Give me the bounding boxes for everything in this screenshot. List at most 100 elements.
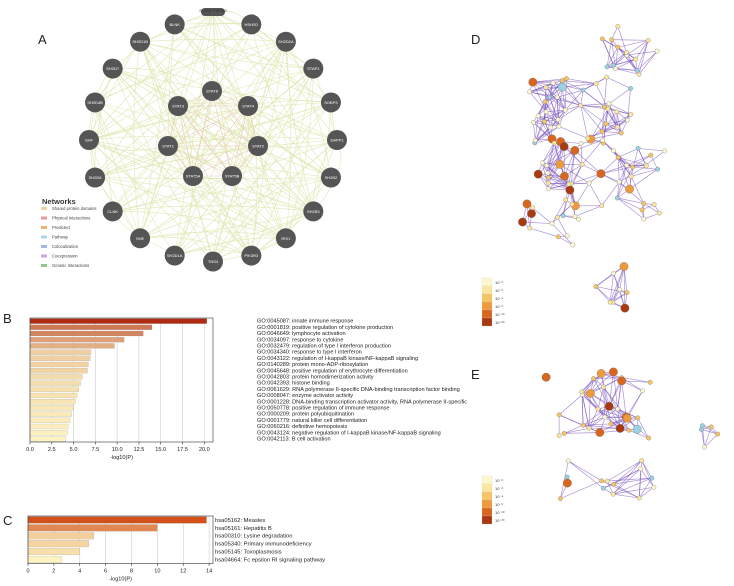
network-a-node <box>85 167 106 188</box>
network-a-node <box>102 58 123 79</box>
bar <box>27 524 158 532</box>
netD-edge <box>580 105 605 108</box>
network-a-edge <box>247 105 332 178</box>
netD-node <box>522 199 532 209</box>
netE-legend-label: 10⁻⁶ <box>495 502 504 507</box>
netE-edge <box>590 371 614 394</box>
network-a-node-label: STAT4 <box>242 104 255 109</box>
netD-edge <box>590 108 609 140</box>
network-a-edge <box>140 236 252 256</box>
bar <box>29 417 71 423</box>
netE-edge <box>603 386 618 410</box>
netD-node <box>565 185 575 195</box>
network-a-edge <box>112 175 233 212</box>
netE-node <box>595 406 601 412</box>
x-tick-label: 14 <box>206 568 212 574</box>
network-a-edge <box>94 11 214 103</box>
netD-edge <box>606 47 619 68</box>
bar <box>29 343 115 349</box>
netD-node <box>542 99 548 104</box>
bar-category-label: hsa05161: Hepatitis B <box>215 526 272 532</box>
network-a-edge <box>112 68 314 212</box>
network-a-node-label: CLNK <box>107 209 118 214</box>
netD-edge <box>549 96 581 106</box>
netE-edge <box>612 477 653 495</box>
netE-edge <box>568 460 602 482</box>
netD-legend-label: 10⁻²⁰ <box>495 320 505 325</box>
network-a-legend-label: Physical Interactions <box>52 216 90 221</box>
bar <box>27 548 80 556</box>
netD-node <box>548 124 554 130</box>
netD-node <box>611 270 616 276</box>
bar-category-label: GO:0061629: RNA polymerase II-specific D… <box>257 387 460 393</box>
netD-node <box>655 166 660 172</box>
netD-node <box>641 216 647 222</box>
netD-edge <box>626 40 649 56</box>
netE-node <box>561 431 567 436</box>
network-a-node <box>102 201 123 222</box>
network-a-edge <box>88 139 252 256</box>
netD-node <box>566 181 572 187</box>
netD-node <box>644 163 649 169</box>
network-e-legend: 10⁻² 10⁻³ 10⁻⁴ 10⁻⁶ 10⁻¹⁰ 10⁻²⁰ <box>481 475 505 525</box>
netE-node <box>563 478 572 488</box>
netE-edge <box>597 386 604 410</box>
bar-category-label: GO:0045648: positive regulation of eryth… <box>257 368 408 374</box>
network-a-edge <box>211 90 233 177</box>
netD-node <box>628 86 633 91</box>
netD-edge <box>609 273 614 303</box>
netD-edge <box>617 148 639 158</box>
netE-node <box>702 444 707 450</box>
x-axis-label: -log10(P) <box>110 455 133 461</box>
netD-legend-swatch <box>481 277 493 287</box>
network-a-legend-label: Shared protein domains <box>52 206 96 211</box>
netD-edge <box>562 80 597 84</box>
netE-edge <box>583 423 611 426</box>
bar-category-label: hsa05340: Primary immunodeficiency <box>215 542 312 548</box>
netE-node <box>580 422 586 428</box>
netD-edge <box>544 82 554 102</box>
network-a-edge <box>139 175 233 239</box>
network-a-node-label: SHE <box>136 236 145 241</box>
netD-edge <box>611 26 619 40</box>
netD-edge <box>616 165 627 199</box>
network-a-node-label: DAPP1 <box>330 138 344 143</box>
network-a-node-label: STAT1 <box>162 144 175 149</box>
netD-edge <box>546 141 561 166</box>
netE-edge <box>612 460 642 495</box>
netD-edge <box>645 150 666 166</box>
netD-edge <box>558 126 588 139</box>
netD-node <box>604 74 610 80</box>
netD-edge <box>544 109 566 122</box>
netE-legend-swatch <box>481 483 493 493</box>
netD-edge <box>534 127 551 141</box>
netE-edge <box>638 477 653 499</box>
netE-node <box>604 401 614 411</box>
netD-edge <box>595 83 609 110</box>
network-a-edge <box>250 24 314 212</box>
x-tick-label: 17.5 <box>177 447 188 453</box>
netD-node <box>560 213 566 219</box>
netD-edge <box>632 166 658 170</box>
network-a-node <box>248 136 268 156</box>
network-a-edge <box>177 105 259 147</box>
netD-edge <box>575 182 590 206</box>
network-a-edge <box>112 68 179 107</box>
netD-edge <box>563 215 579 220</box>
netE-node <box>564 474 570 480</box>
network-a-node <box>183 166 203 186</box>
network-a-node <box>303 201 324 222</box>
bar <box>29 368 88 374</box>
netD-node <box>555 160 565 169</box>
netD-node <box>599 203 605 209</box>
netD-edge <box>557 105 581 120</box>
network-a-edge <box>139 24 176 239</box>
netD-edge <box>559 143 582 165</box>
netE-edge <box>621 380 651 383</box>
netE-node <box>636 495 642 501</box>
netE-node <box>699 427 704 432</box>
netD-edge <box>595 286 611 303</box>
network-a-legend-swatch <box>41 264 47 267</box>
netE-legend-swatch <box>481 507 493 517</box>
netD-edge <box>604 77 608 108</box>
